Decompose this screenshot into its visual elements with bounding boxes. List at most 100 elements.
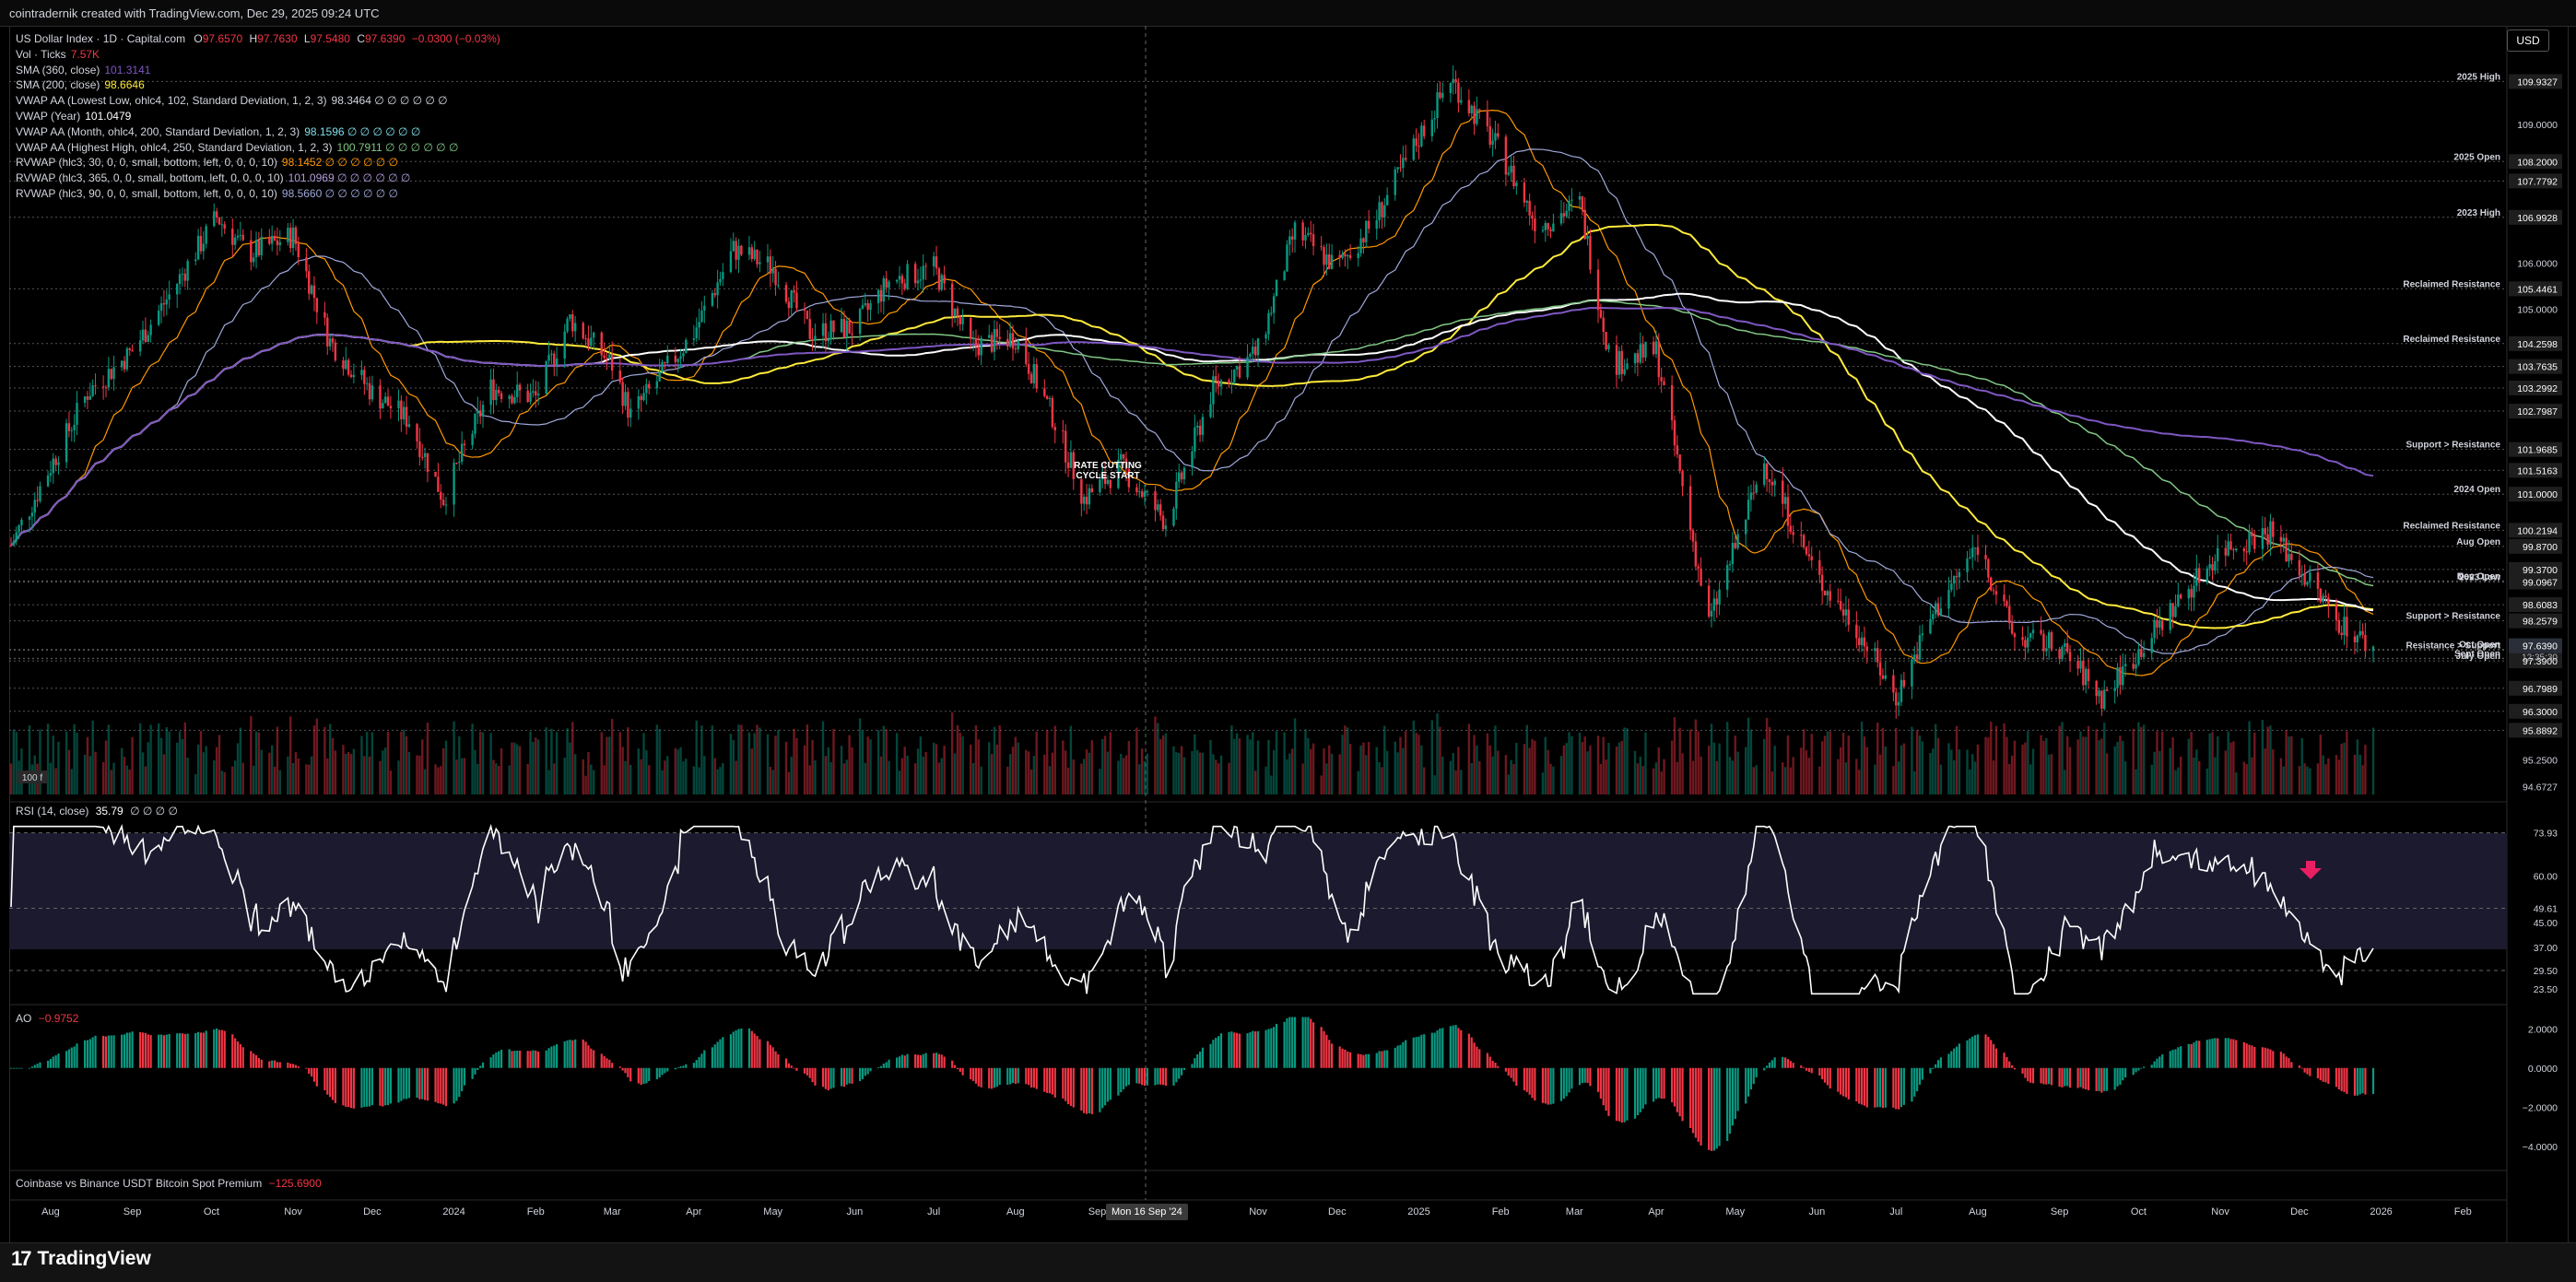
candle-body (555, 358, 559, 366)
candle-body (2346, 617, 2348, 637)
candle-body (1783, 497, 1787, 504)
candle-body (1936, 603, 1940, 616)
volume-bar (1552, 766, 1555, 794)
legend-indicator-row[interactable]: VWAP (Year) 101.0479 (16, 109, 500, 124)
ao-bar (1399, 1044, 1402, 1068)
candle-body (803, 308, 806, 312)
volume-bar (526, 763, 529, 794)
volume-bar (2337, 759, 2341, 794)
level-label: Reclaimed Resistance (2403, 279, 2500, 289)
candle-body (2306, 582, 2309, 585)
candle-body (1025, 340, 1028, 365)
ao-bar (1386, 1050, 1389, 1068)
y-tick-label: 29.50 (2534, 966, 2558, 977)
candle-body (566, 318, 569, 332)
legend-indicator-row[interactable]: RVWAP (hlc3, 30, 0, 0, small, bottom, le… (16, 155, 500, 171)
candle-body (2087, 668, 2090, 681)
volume-bar (1253, 770, 1257, 794)
ao-title-value: −0.9752 (38, 1012, 79, 1025)
ao-bar (2261, 1047, 2264, 1068)
ao-bar (1101, 1067, 1104, 1109)
volume-bar (832, 728, 835, 794)
currency-button[interactable]: USD (2507, 29, 2549, 52)
candle-body (584, 338, 587, 340)
ao-bar (1615, 1067, 1618, 1122)
volume-bar (2100, 738, 2103, 794)
volume-bar (584, 775, 587, 794)
candle-body (1272, 296, 1276, 313)
ao-bar (36, 1064, 39, 1068)
candle-body (1124, 458, 1128, 469)
legend-indicator-row[interactable]: SMA (360, close) 101.3141 (16, 63, 500, 78)
volume-bar (323, 726, 326, 794)
candle-body (1715, 598, 1718, 605)
volume-bar (1473, 735, 1476, 794)
candle-body (2021, 637, 2024, 641)
ao-bar (951, 1060, 954, 1068)
candle-body (2290, 554, 2293, 560)
legend-indicator-row[interactable]: Vol · Ticks 7.57K (16, 47, 500, 63)
candle-body (666, 355, 669, 364)
candle-body (1256, 338, 1260, 356)
candle-body (254, 240, 258, 258)
legend-main-row[interactable]: US Dollar Index · 1D · Capital.com O97.6… (16, 31, 500, 47)
volume-bar (1952, 759, 1956, 794)
ao-title[interactable]: AO −0.9752 (16, 1012, 78, 1025)
volume-bar (2324, 764, 2327, 794)
candle-body (1252, 347, 1254, 354)
candle-body (383, 396, 387, 404)
ao-bar (1491, 1060, 1494, 1068)
premium-title[interactable]: Coinbase vs Binance USDT Bitcoin Spot Pr… (16, 1177, 322, 1190)
volume-bar (186, 758, 189, 794)
ao-bar (1365, 1053, 1368, 1068)
ao-bar (15, 1067, 18, 1069)
volume-bar (1486, 733, 1489, 794)
volume-bar (215, 747, 218, 794)
legend-indicator-label: RVWAP (hlc3, 90, 0, 0, small, bottom, le… (16, 186, 277, 200)
brand[interactable]: 17 TradingView (11, 1241, 151, 1277)
candle-body (250, 240, 253, 263)
candle-body (223, 224, 226, 229)
candle-body (2364, 634, 2367, 652)
ao-bar (2085, 1067, 2088, 1090)
volume-bar (1430, 720, 1434, 794)
ao-bar (803, 1067, 806, 1074)
volume-bar (861, 730, 865, 794)
candle-body (400, 400, 403, 420)
ao-bar (1782, 1056, 1784, 1068)
volume-bar (2371, 727, 2375, 794)
candle-body (842, 319, 846, 338)
candle-body (460, 443, 464, 462)
ao-bar (123, 1034, 126, 1068)
legend-indicator-row[interactable]: VWAP AA (Highest High, ohlc4, 250, Stand… (16, 140, 500, 156)
x-tick-label: 2024 (442, 1206, 465, 1217)
volume-bar (698, 767, 700, 794)
volume-bar (250, 716, 253, 794)
candle-body (1117, 459, 1120, 488)
volume-bar (719, 767, 722, 794)
volume-bar (241, 762, 244, 794)
volume-bar (2079, 731, 2082, 794)
legend-indicator-row[interactable]: VWAP AA (Month, ohlc4, 200, Standard Dev… (16, 124, 500, 140)
volume-bar (550, 728, 553, 794)
legend-indicator-row[interactable]: SMA (200, close) 98.6646 (16, 77, 500, 93)
legend-indicator-value: 101.0969 ∅ ∅ ∅ ∅ ∅ ∅ (288, 171, 411, 185)
rsi-title[interactable]: RSI (14, close) 35.79 ∅ ∅ ∅ ∅ (16, 805, 178, 817)
ao-bar (1523, 1067, 1526, 1091)
candle-body (1182, 467, 1186, 480)
candle-body (49, 473, 53, 476)
candle-body (703, 305, 706, 311)
legend-indicator-row[interactable]: VWAP AA (Lowest Low, ohlc4, 102, Standar… (16, 93, 500, 109)
volume-bar (165, 727, 168, 794)
legend-indicator-row[interactable]: RVWAP (hlc3, 365, 0, 0, small, bottom, l… (16, 171, 500, 186)
volume-bar (1992, 760, 1995, 794)
candle-body (2282, 537, 2285, 542)
volume-bar (2193, 757, 2195, 794)
legend-indicator-row[interactable]: RVWAP (hlc3, 90, 0, 0, small, bottom, le… (16, 186, 500, 202)
volume-bar (1320, 775, 1323, 794)
volume-bar (386, 731, 390, 794)
x-tick-label: Jul (927, 1206, 940, 1217)
volume-bar (1161, 735, 1165, 794)
volume-bar (1688, 729, 1692, 794)
